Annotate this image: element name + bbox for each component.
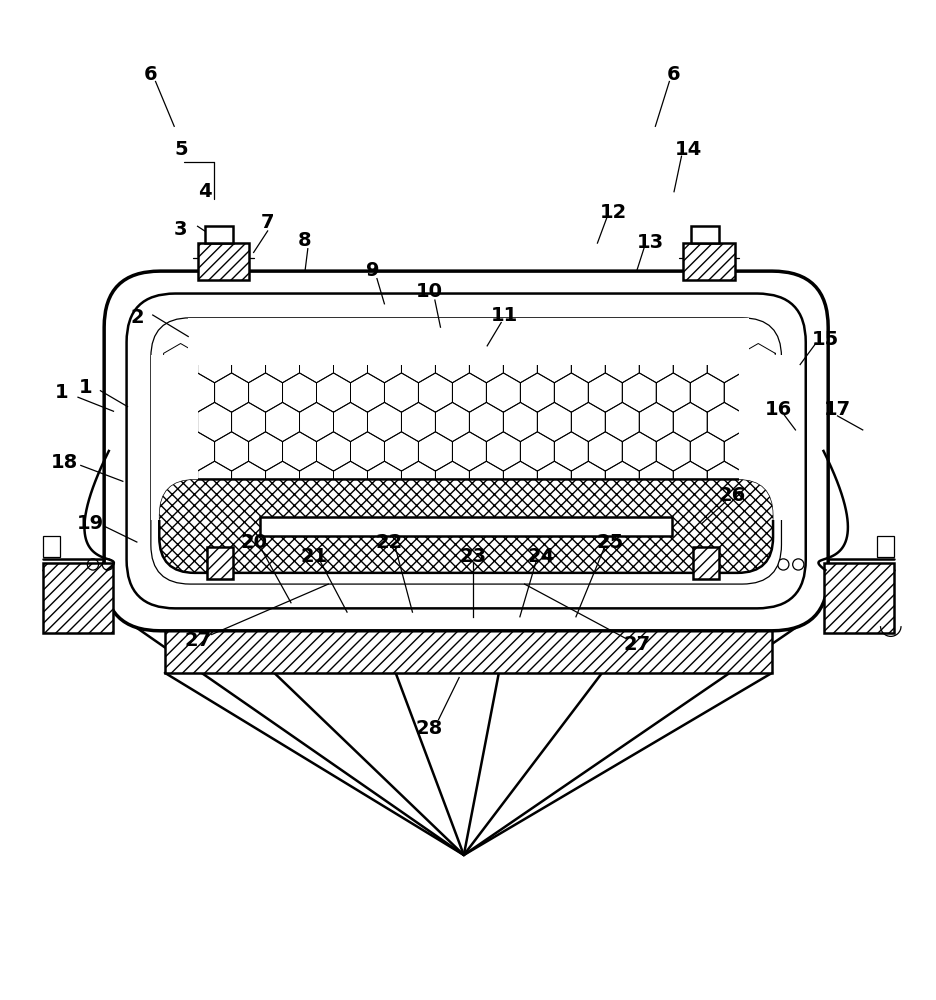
Bar (260, 517, 671, 536)
Text: 18: 18 (51, 453, 79, 472)
Text: 27: 27 (183, 631, 211, 650)
Text: 27: 27 (622, 635, 650, 654)
FancyBboxPatch shape (104, 271, 827, 631)
Bar (682, 243, 734, 280)
Bar (127, 570, 804, 621)
Text: 17: 17 (823, 400, 850, 419)
Text: 6: 6 (144, 65, 157, 84)
Text: 14: 14 (674, 140, 701, 159)
Bar (197, 243, 249, 280)
Bar (823, 563, 893, 633)
Text: 23: 23 (460, 547, 486, 566)
Text: 28: 28 (416, 719, 443, 738)
Bar (692, 547, 718, 579)
Bar (43, 563, 113, 633)
Bar (188, 318, 748, 365)
Text: 5: 5 (174, 140, 187, 159)
Text: 22: 22 (375, 533, 402, 552)
FancyBboxPatch shape (151, 318, 781, 584)
Bar (739, 355, 785, 520)
Text: 2: 2 (130, 308, 143, 327)
Text: 3: 3 (174, 220, 187, 239)
Text: 12: 12 (599, 203, 626, 222)
Text: 6: 6 (666, 65, 680, 84)
Bar (188, 510, 748, 557)
Text: 11: 11 (490, 306, 517, 325)
Bar (165, 621, 771, 673)
Text: 10: 10 (416, 282, 443, 301)
Text: 8: 8 (298, 231, 312, 250)
Text: 19: 19 (77, 514, 104, 533)
Text: 13: 13 (636, 233, 664, 252)
Text: 24: 24 (527, 547, 554, 566)
Text: 1: 1 (55, 383, 69, 402)
Text: 15: 15 (811, 330, 838, 349)
Text: 25: 25 (596, 533, 623, 552)
Bar (690, 226, 718, 243)
Text: 20: 20 (240, 533, 267, 552)
FancyBboxPatch shape (126, 294, 805, 608)
FancyBboxPatch shape (159, 479, 772, 573)
Bar (43, 536, 60, 557)
Bar (197, 365, 739, 510)
Bar (205, 226, 233, 243)
Text: 7: 7 (260, 213, 274, 232)
Text: 9: 9 (366, 261, 380, 280)
Text: 4: 4 (198, 182, 212, 201)
Text: 21: 21 (300, 547, 328, 566)
Bar (207, 547, 233, 579)
Bar (876, 536, 893, 557)
Text: 26: 26 (718, 486, 745, 505)
Text: 1: 1 (79, 378, 92, 397)
Text: 16: 16 (764, 400, 792, 419)
Bar (151, 355, 197, 520)
